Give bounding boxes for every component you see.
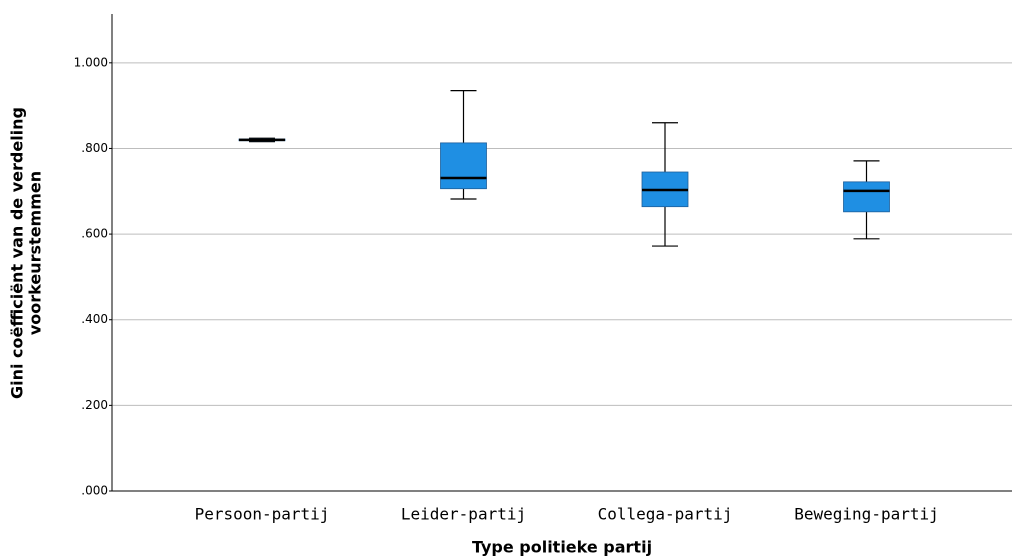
y-tick-label: 1.000 bbox=[74, 55, 108, 69]
y-tick-label: .600 bbox=[81, 227, 108, 241]
y-axis-title: Gini coëfficiënt van de verdeling bbox=[8, 107, 27, 399]
y-tick-label: .400 bbox=[81, 312, 108, 326]
y-tick-label: .200 bbox=[81, 398, 108, 412]
x-tick-label: Collega-partij bbox=[598, 505, 733, 524]
x-axis-title: Type politieke partij bbox=[472, 538, 652, 557]
x-tick-label: Leider-partij bbox=[401, 505, 526, 524]
box bbox=[843, 181, 890, 213]
y-tick-label: .000 bbox=[81, 484, 108, 498]
y-tick-label: .800 bbox=[81, 141, 108, 155]
box bbox=[440, 142, 487, 190]
x-tick-label: Persoon-partij bbox=[195, 505, 330, 524]
x-tick-label: Beweging-partij bbox=[794, 505, 939, 524]
y-axis-title: voorkeurstemmen bbox=[26, 171, 45, 335]
